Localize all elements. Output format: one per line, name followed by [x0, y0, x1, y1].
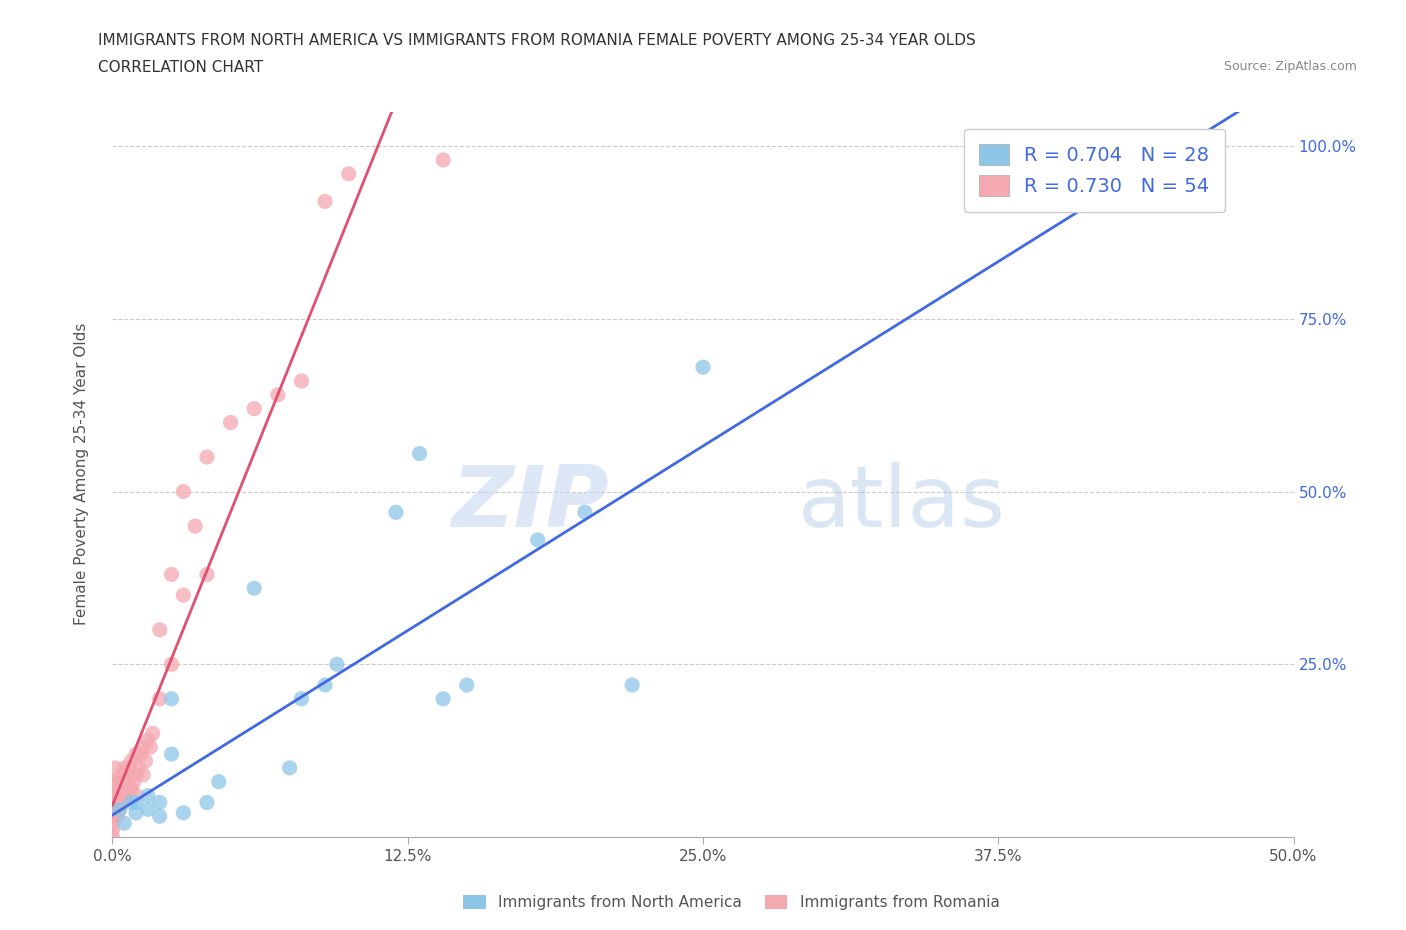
- Point: [120, 795, 142, 810]
- Point: [101, 830, 124, 844]
- Point: [108, 802, 131, 817]
- Point: [111, 767, 134, 782]
- Point: [208, 775, 231, 790]
- Point: [118, 761, 141, 776]
- Point: [160, 567, 183, 582]
- Point: [290, 374, 312, 389]
- Text: ZIP: ZIP: [451, 462, 609, 545]
- Point: [115, 788, 138, 803]
- Point: [139, 739, 162, 754]
- Point: [132, 739, 155, 754]
- Point: [104, 761, 127, 776]
- Point: [129, 747, 152, 762]
- Point: [149, 795, 172, 810]
- Point: [101, 775, 124, 790]
- Point: [125, 767, 148, 782]
- Point: [136, 788, 159, 803]
- Point: [101, 795, 124, 810]
- Point: [115, 767, 138, 782]
- Point: [172, 485, 194, 499]
- Point: [136, 802, 159, 817]
- Point: [314, 678, 336, 693]
- Point: [112, 788, 135, 803]
- Point: [267, 388, 290, 403]
- Point: [243, 401, 266, 416]
- Point: [136, 733, 159, 748]
- Point: [105, 781, 128, 796]
- Point: [111, 795, 134, 810]
- Point: [243, 581, 266, 596]
- Y-axis label: Female Poverty Among 25-34 Year Olds: Female Poverty Among 25-34 Year Olds: [75, 323, 89, 626]
- Point: [125, 747, 148, 762]
- Point: [112, 761, 135, 776]
- Point: [432, 691, 454, 706]
- Point: [160, 657, 183, 671]
- Point: [149, 809, 172, 824]
- Point: [112, 816, 135, 830]
- Point: [120, 781, 142, 796]
- Point: [108, 802, 131, 817]
- Point: [101, 802, 124, 817]
- Point: [104, 802, 127, 817]
- Legend: R = 0.704   N = 28, R = 0.730   N = 54: R = 0.704 N = 28, R = 0.730 N = 54: [963, 128, 1225, 212]
- Point: [101, 809, 124, 824]
- Point: [122, 775, 145, 790]
- Point: [195, 449, 218, 464]
- Point: [160, 691, 183, 706]
- Point: [526, 533, 548, 548]
- Text: IMMIGRANTS FROM NORTH AMERICA VS IMMIGRANTS FROM ROMANIA FEMALE POVERTY AMONG 25: IMMIGRANTS FROM NORTH AMERICA VS IMMIGRA…: [98, 33, 976, 47]
- Point: [172, 588, 194, 603]
- Point: [101, 823, 124, 838]
- Point: [314, 194, 336, 209]
- Point: [408, 446, 430, 461]
- Text: atlas: atlas: [797, 462, 1005, 545]
- Point: [135, 753, 157, 768]
- Point: [195, 567, 218, 582]
- Point: [172, 805, 194, 820]
- Point: [118, 781, 141, 796]
- Point: [108, 775, 131, 790]
- Legend: Immigrants from North America, Immigrants from Romania: Immigrants from North America, Immigrant…: [456, 887, 1007, 918]
- Point: [574, 505, 596, 520]
- Point: [160, 747, 183, 762]
- Point: [195, 795, 218, 810]
- Point: [101, 816, 124, 830]
- Point: [149, 691, 172, 706]
- Point: [1140, 139, 1163, 153]
- Point: [104, 788, 127, 803]
- Point: [101, 788, 124, 803]
- Point: [132, 767, 155, 782]
- Text: CORRELATION CHART: CORRELATION CHART: [98, 60, 263, 75]
- Point: [125, 795, 148, 810]
- Point: [385, 505, 408, 520]
- Point: [105, 809, 128, 824]
- Point: [219, 415, 242, 430]
- Point: [184, 519, 207, 534]
- Point: [120, 753, 142, 768]
- Point: [149, 622, 172, 637]
- Point: [125, 788, 148, 803]
- Point: [104, 775, 127, 790]
- Point: [432, 153, 454, 167]
- Point: [125, 805, 148, 820]
- Point: [456, 678, 478, 693]
- Point: [290, 691, 312, 706]
- Point: [278, 761, 301, 776]
- Point: [621, 678, 644, 693]
- Point: [337, 166, 360, 181]
- Point: [326, 657, 349, 671]
- Point: [127, 761, 149, 776]
- Text: Source: ZipAtlas.com: Source: ZipAtlas.com: [1223, 60, 1357, 73]
- Point: [692, 360, 714, 375]
- Point: [142, 726, 165, 741]
